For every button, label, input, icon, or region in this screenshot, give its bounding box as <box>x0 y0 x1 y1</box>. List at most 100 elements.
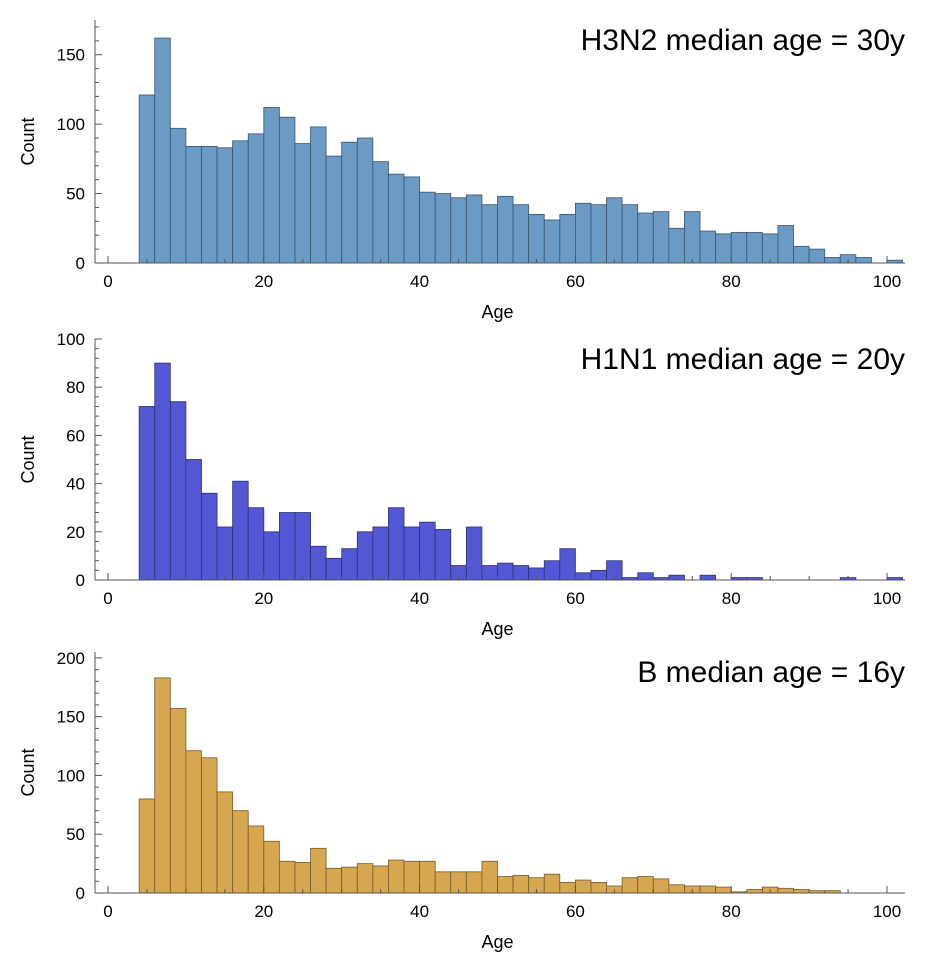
bar <box>201 757 218 894</box>
bar <box>356 863 374 894</box>
y-axis-label: Count <box>18 435 38 483</box>
x-tick-label: 40 <box>410 272 429 291</box>
bar <box>621 204 639 264</box>
bar <box>325 155 343 264</box>
bar <box>154 362 171 581</box>
x-tick-label: 0 <box>103 589 112 608</box>
bar <box>606 197 623 264</box>
bar <box>699 230 717 264</box>
x-tick-label: 40 <box>410 902 429 921</box>
bar <box>247 133 265 264</box>
y-tick-label: 40 <box>66 475 85 494</box>
x-tick-label: 100 <box>873 902 901 921</box>
y-tick-label: 50 <box>66 185 85 204</box>
bar <box>185 459 202 581</box>
bar <box>637 212 654 264</box>
bar <box>325 867 343 894</box>
bar <box>543 873 561 894</box>
bar <box>356 137 374 264</box>
bar <box>232 810 249 894</box>
bar <box>278 116 296 264</box>
x-tick-label: 40 <box>410 589 429 608</box>
bar <box>528 213 545 264</box>
bar <box>138 406 156 581</box>
bar <box>652 878 670 894</box>
median-age-annotation: B median age = 16y <box>637 656 905 689</box>
bar <box>808 248 826 264</box>
y-tick-label: 150 <box>57 46 85 65</box>
panel-0: 0 20 40 60 80 100 0 50 100 150 Age Count H3N2 median… <box>18 20 905 322</box>
x-tick-label: 100 <box>873 589 901 608</box>
bar <box>154 677 171 894</box>
bar <box>668 884 685 894</box>
bar <box>777 887 794 894</box>
bar <box>294 862 311 894</box>
bar <box>434 193 452 264</box>
bar <box>730 232 748 264</box>
bar <box>185 750 202 894</box>
bar <box>341 866 358 894</box>
bar <box>201 492 218 581</box>
bar <box>543 219 561 264</box>
y-tick-label: 60 <box>66 426 85 445</box>
bar <box>497 195 514 264</box>
bar <box>684 211 701 264</box>
bar <box>746 889 763 894</box>
bar <box>388 173 405 264</box>
x-tick-label: 80 <box>722 902 741 921</box>
bar <box>637 572 654 581</box>
bar <box>169 127 187 264</box>
bar <box>793 889 810 894</box>
bar <box>138 798 156 894</box>
bar <box>621 877 639 894</box>
y-tick-label: 200 <box>57 649 85 668</box>
bar <box>777 225 794 264</box>
x-tick-label: 20 <box>254 902 273 921</box>
bar <box>715 886 732 894</box>
bar <box>263 840 280 894</box>
x-tick-label: 0 <box>103 902 112 921</box>
bar <box>481 860 498 894</box>
bar <box>247 507 265 581</box>
y-tick-label: 150 <box>57 708 85 727</box>
bar <box>761 233 779 264</box>
bar <box>232 140 249 264</box>
y-axis-label: Count <box>18 748 38 796</box>
bar <box>356 531 374 581</box>
bar <box>310 847 327 894</box>
bar <box>481 565 498 581</box>
bar <box>497 562 514 581</box>
bar <box>481 204 498 264</box>
x-tick-label: 0 <box>103 272 112 291</box>
bar <box>325 557 343 581</box>
bar <box>699 574 717 581</box>
panel-1: 0 20 40 60 80 100 0 20 40 60 80 100 Age Count H1N1 med… <box>18 330 905 639</box>
y-axis-label: Count <box>18 117 38 165</box>
bar <box>465 194 483 264</box>
bar <box>372 526 389 581</box>
bar <box>590 204 607 264</box>
x-tick-label: 60 <box>566 272 585 291</box>
y-tick-label: 0 <box>76 571 85 590</box>
y-tick-label: 50 <box>66 825 85 844</box>
bar <box>185 145 202 264</box>
bar <box>310 126 327 264</box>
bar <box>559 548 576 581</box>
bar <box>559 882 576 894</box>
x-tick-label: 20 <box>254 272 273 291</box>
bar <box>403 526 420 581</box>
bar <box>263 531 280 581</box>
bar <box>559 213 576 264</box>
bar <box>793 245 810 264</box>
bar <box>575 879 592 894</box>
bar <box>138 94 156 264</box>
bar <box>294 512 311 581</box>
bar <box>465 871 483 894</box>
bar <box>278 860 296 894</box>
y-tick-label: 20 <box>66 523 85 542</box>
bar <box>715 233 732 264</box>
bar <box>278 512 296 581</box>
bar <box>512 565 530 581</box>
bar <box>855 257 872 264</box>
